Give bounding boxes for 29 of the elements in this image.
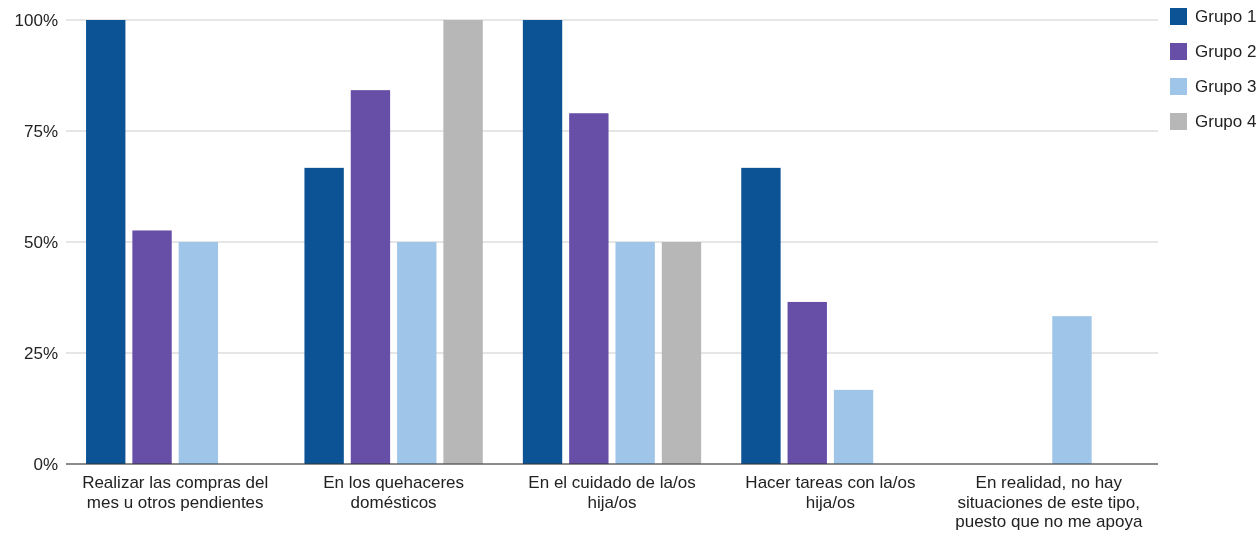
bar [833,389,874,464]
bar [1052,316,1092,464]
y-tick-label: 100% [14,10,58,30]
bar [569,113,609,464]
legend-label: Grupo 2 [1195,42,1257,61]
x-tick-label: En realidad, no hay situaciones de este tipo, puesto que no me apoya [955,473,1143,532]
bar [350,90,391,464]
bar [741,167,781,464]
bar [615,242,655,464]
y-tick-label: 50% [23,232,58,252]
x-tick-label: Realizar las compras del mes u otros pendientes [82,473,269,512]
bar [787,301,827,464]
bar [178,242,219,464]
bar [397,242,437,464]
y-tick-label: 75% [23,121,58,141]
x-tick-label: En los quehaceres domésticos [323,473,465,512]
y-tick-label: 25% [23,343,58,363]
legend-label: Grupo 1 [1195,7,1257,26]
bar [661,242,702,464]
legend-label: Grupo 3 [1195,77,1257,96]
legend-label: Grupo 4 [1195,112,1257,131]
bar [522,20,563,464]
x-tick-label: En el cuidado de la/os hija/os [528,473,696,512]
x-tick-label: Hacer tareas con la/os hija/os [745,473,916,512]
bar [132,230,172,464]
bar [304,167,344,464]
bar [443,20,483,464]
y-tick-label: 0% [33,454,58,474]
bar [86,20,126,464]
